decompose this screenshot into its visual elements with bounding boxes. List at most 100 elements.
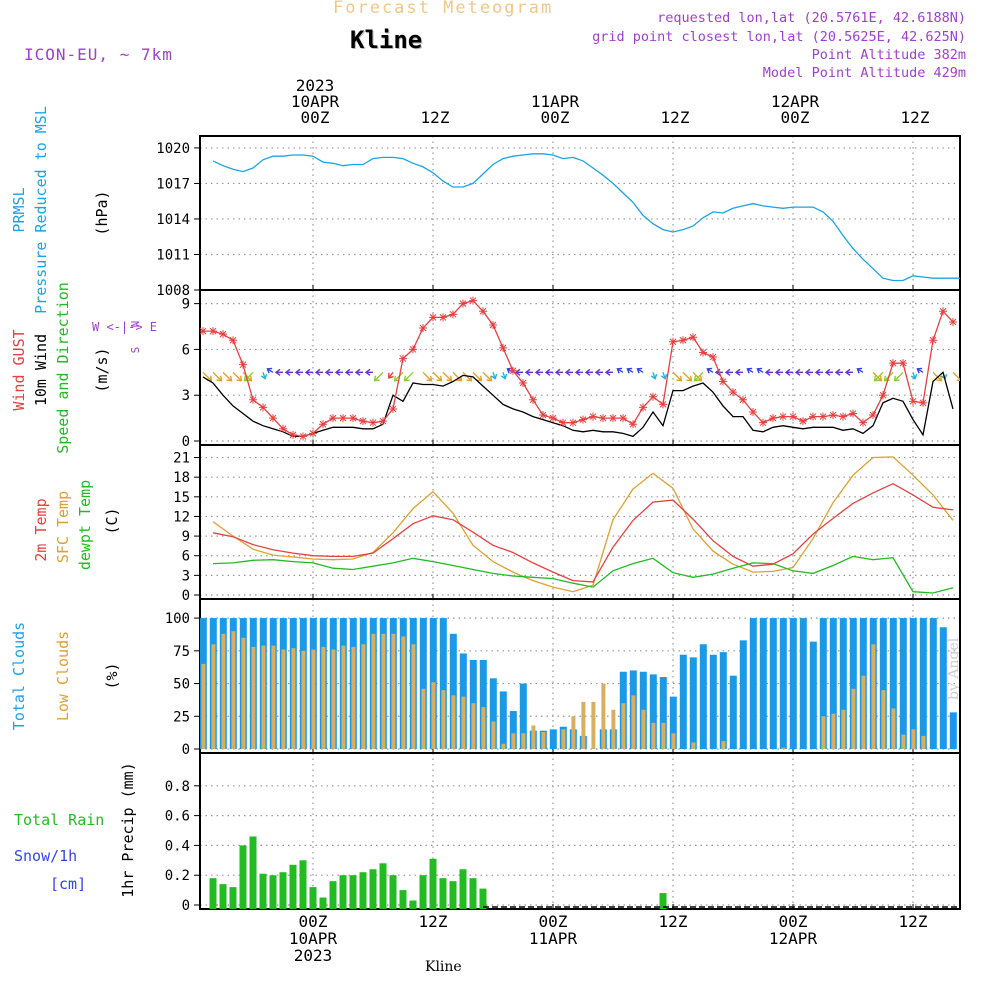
wind-arrow-head (354, 368, 361, 376)
wind-gust-marker (200, 327, 207, 336)
pressure-label-prmsl: PRMSL (10, 187, 28, 232)
wind-gust-marker (669, 337, 677, 346)
wind-arrow-head (784, 368, 791, 376)
total-clouds-bar (419, 618, 427, 749)
wind-direction-arrow (442, 371, 452, 382)
wind-arrow-head (916, 367, 923, 374)
rain-bar (329, 881, 337, 909)
wind-gust-marker (219, 330, 227, 339)
low-clouds-bar (781, 747, 786, 749)
wind-direction-arrow (404, 371, 414, 382)
wind-arrow-head (856, 367, 863, 374)
low-clouds-bar (511, 733, 516, 749)
wind-gust-marker (449, 310, 457, 319)
wind-arrow-head (706, 367, 713, 374)
top-time-label: 00Z (301, 108, 330, 127)
wind-gust-marker (579, 415, 587, 424)
wind-arrow-head (403, 375, 410, 382)
total-clouds-bar (719, 652, 727, 749)
top-time-label: 00Z (541, 108, 570, 127)
low-clouds-bar (401, 636, 406, 749)
wind-gust-marker (389, 404, 397, 413)
bottom-time-label: 00Z (299, 912, 328, 931)
low-clouds-bar (571, 716, 576, 749)
wind-arrow-head (314, 368, 321, 376)
bottom-time-label: 00Z (779, 912, 808, 931)
rain-bar (469, 878, 477, 909)
pressure-unit-label: (hPa) (93, 190, 111, 235)
wind-arrow-head (756, 367, 763, 374)
low-clouds-bar (901, 734, 906, 749)
total-clouds-bar (939, 627, 947, 749)
total-clouds-bar (509, 711, 517, 749)
wind-gust-marker (619, 414, 627, 423)
y-tick-label: 1017 (156, 176, 190, 192)
model-name: ICON-EU, ~ 7km (24, 45, 173, 64)
wind-arrow-head (893, 375, 900, 382)
total-clouds-bar (789, 618, 797, 749)
wind-10m-label: 10m Wind (32, 334, 50, 406)
wind-gust-marker (629, 420, 637, 429)
station-name: Kline (350, 26, 423, 54)
wind-direction-arrow (872, 371, 882, 382)
wind-direction-arrow (894, 371, 904, 382)
y-tick-label: 0 (182, 588, 190, 604)
wind-arrow-head (734, 368, 741, 376)
wind-arrow-head (693, 375, 700, 382)
total-clouds-bar (669, 696, 677, 749)
bottom-time-label: 10APR (289, 929, 338, 948)
rain-bar (399, 890, 407, 909)
wind-arrow-head (334, 368, 341, 376)
rain-bar (269, 875, 277, 909)
wind-gust-marker (509, 366, 517, 375)
y-tick-label: 0 (182, 434, 190, 450)
point-altitude: Point Altitude 382m (811, 47, 966, 63)
low-clouds-label: Low Clouds (54, 631, 72, 721)
wind-gust-marker (949, 317, 957, 326)
top-time-label: 12Z (421, 108, 450, 127)
compass-south: S (129, 347, 142, 354)
y-tick-label: 12 (173, 509, 190, 525)
total-clouds-bar (519, 683, 527, 749)
total-clouds-bar (949, 712, 957, 749)
total-clouds-label: Total Clouds (10, 622, 28, 730)
rain-bar (259, 873, 267, 909)
low-clouds-bar (271, 645, 276, 749)
wind-direction-arrow (692, 371, 702, 382)
low-clouds-bar (431, 682, 436, 749)
wind-arrow-head (594, 368, 601, 376)
top-time-label: 12Z (661, 108, 690, 127)
wind-gust-marker (639, 403, 647, 412)
wind-gust-marker (849, 409, 857, 418)
wind-arrow-head (824, 368, 831, 376)
wind-arrow-head (956, 379, 960, 382)
total-clouds-bar (879, 618, 887, 749)
wind-arrow-head (764, 368, 771, 376)
wind-arrow-head (554, 368, 561, 376)
low-clouds-bar (371, 633, 376, 749)
wind-speed-line (202, 371, 954, 438)
rain-bar (279, 872, 287, 909)
wind-arrow-head (388, 372, 394, 379)
wind-gust-marker (779, 412, 787, 421)
wind-gust-marker (809, 412, 817, 421)
wind-arrow-head (660, 373, 668, 380)
wind-direction-arrow (932, 371, 942, 382)
total-clouds-bar (649, 674, 657, 749)
wind-arrow-head (284, 368, 291, 376)
low-clouds-bar (331, 649, 336, 749)
total-clouds-bar (849, 618, 857, 749)
wind-arrow-head (524, 368, 531, 376)
wind-gust-marker (889, 359, 897, 368)
wind-gust-marker (399, 354, 407, 363)
total-clouds-bar (449, 633, 457, 749)
y-tick-label: 1008 (156, 283, 190, 299)
rain-bar (299, 860, 307, 909)
wind-direction-arrow (374, 371, 384, 382)
wind-direction-arrow (244, 371, 254, 382)
low-clouds-bar (911, 729, 916, 749)
total-clouds-bar (499, 691, 507, 749)
total-clouds-bar (439, 618, 447, 749)
low-clouds-bar (541, 731, 546, 749)
rain-bar (339, 875, 347, 909)
